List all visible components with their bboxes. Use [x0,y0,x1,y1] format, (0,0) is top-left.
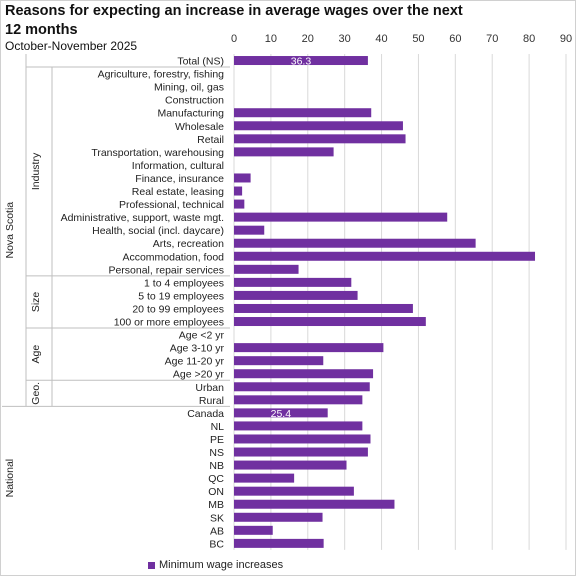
category-label: PE [210,434,224,446]
bar [234,356,324,366]
category-label: Information, cultural [132,160,224,172]
bar [234,212,448,222]
bar [234,447,368,457]
inner-group-label: Size [30,292,42,313]
legend-swatch [148,561,155,569]
category-label: MB [208,499,224,511]
bar [234,512,323,522]
inner-group-label: Industry [30,152,42,190]
bar [234,186,243,196]
bar [234,199,245,209]
category-label: 20 to 99 employees [132,303,224,315]
legend: Minimum wage increases [148,559,283,571]
x-tick-label: 70 [486,33,498,45]
bar [234,56,368,66]
category-label: Health, social (incl. daycare) [92,225,224,237]
chart-title: Reasons for expecting an increase in ave… [5,3,463,38]
bar [234,264,299,274]
bar [234,108,372,118]
x-tick-label: 80 [523,33,535,45]
bar [234,147,334,157]
bar [234,238,476,248]
category-label: Administrative, support, waste mgt. [61,212,224,224]
bar [234,434,371,444]
legend-label: Minimum wage increases [159,559,284,571]
x-tick-label: 90 [560,33,572,45]
bar [234,290,358,300]
category-label: Wholesale [175,121,224,133]
category-label: Agriculture, forestry, fishing [98,69,225,81]
bar [234,303,413,313]
bar [234,395,363,405]
bar [234,486,354,496]
category-label: Personal, repair services [108,264,224,276]
category-label: Finance, insurance [135,173,224,185]
category-label: 5 to 19 employees [138,290,224,302]
category-label: Professional, technical [119,199,224,211]
bar [234,134,406,144]
bar [234,343,384,353]
inner-group-label: Geo. [30,382,42,405]
chart-subtitle: October-November 2025 [5,39,138,53]
outer-group-label: Nova Scotia [4,202,16,259]
bar [234,225,265,235]
category-label: BC [209,538,224,550]
bar [234,408,328,418]
bar [234,369,374,379]
category-label: 100 or more employees [114,317,224,329]
bar [234,421,363,431]
category-label: Urban [195,382,224,394]
bar [234,382,370,392]
x-tick-label: 40 [375,33,387,45]
bar [234,473,295,483]
category-label: QC [208,473,224,485]
category-label: Manufacturing [157,108,224,120]
category-label: NB [209,460,224,472]
category-label: Canada [187,408,224,420]
x-tick-label: 50 [412,33,424,45]
category-label: ON [208,486,224,498]
category-label: Age >20 yr [173,369,225,381]
category-label: 1 to 4 employees [144,277,224,289]
data-label: 25.4 [271,408,292,420]
bar [234,525,273,535]
x-tick-label: 60 [449,33,461,45]
bar [234,499,395,509]
bar [234,460,347,470]
bar [234,173,251,183]
x-tick-label: 0 [231,33,237,45]
x-tick-label: 20 [302,33,314,45]
bar [234,538,324,548]
category-label: Construction [165,95,224,107]
data-label: 36.3 [291,56,312,68]
category-label: Total (NS) [177,56,224,68]
inner-group-label: Age [30,345,42,364]
outer-group-label: National [4,459,16,498]
category-label: Mining, oil, gas [154,82,224,94]
category-label: Real estate, leasing [132,186,224,198]
bar [234,251,536,261]
x-tick-label: 10 [265,33,277,45]
category-label: Age 3-10 yr [170,343,225,355]
category-label: Retail [197,134,224,146]
category-label: Age <2 yr [179,330,225,342]
category-label: Transportation, warehousing [91,147,224,159]
category-label: NL [211,421,225,433]
category-label: Arts, recreation [153,238,224,250]
bar [234,277,352,287]
bar [234,121,403,131]
category-label: Age 11-20 yr [165,356,225,368]
x-tick-label: 30 [339,33,351,45]
category-label: SK [210,512,224,524]
category-label: NS [209,447,224,459]
category-label: Rural [199,395,224,407]
category-label: AB [210,525,224,537]
bar [234,317,426,327]
category-label: Accommodation, food [122,251,224,263]
